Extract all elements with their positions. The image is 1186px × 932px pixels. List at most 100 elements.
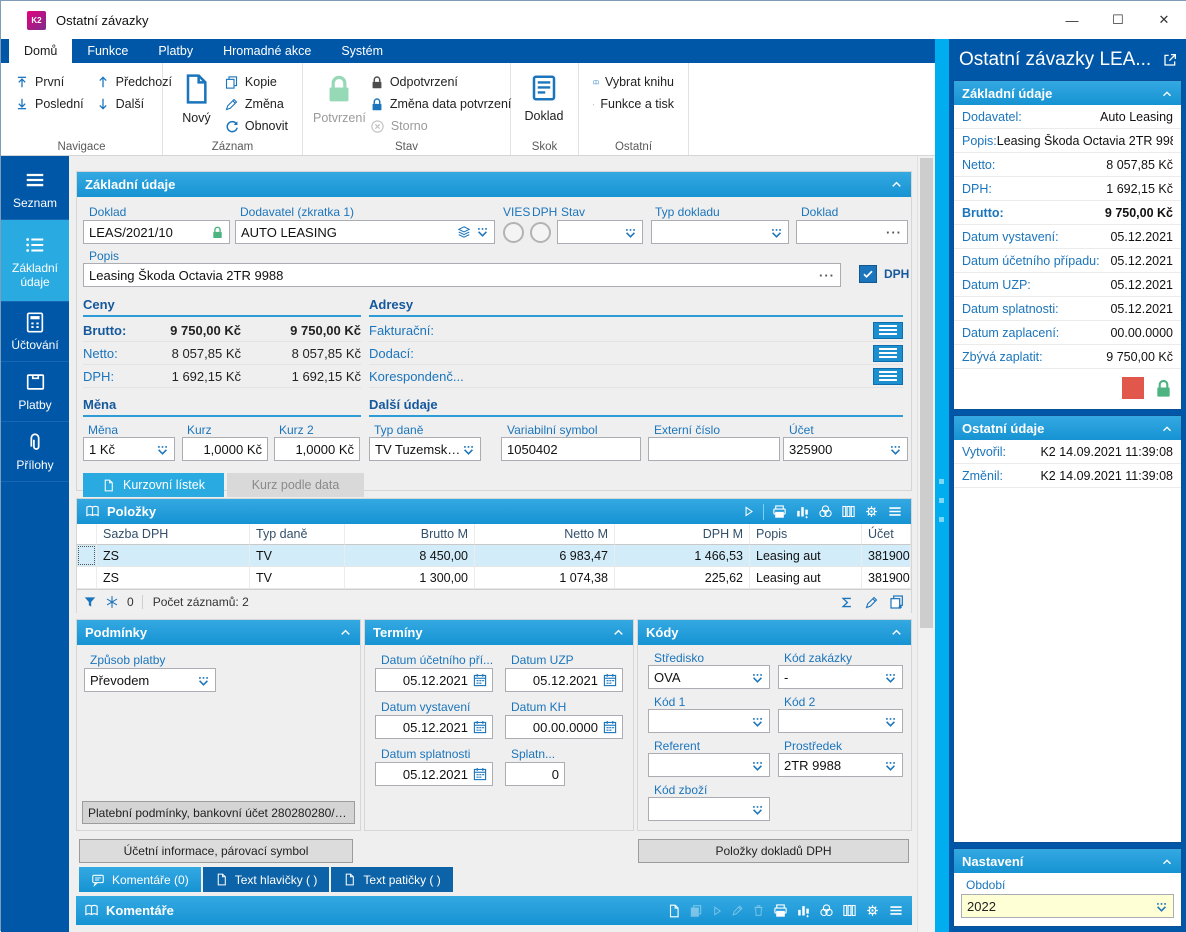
collapse-section-button[interactable] <box>890 626 903 639</box>
collapse-section-button[interactable] <box>612 626 625 639</box>
new-record-button[interactable]: Nový <box>173 71 220 137</box>
collapse-section-button[interactable] <box>339 626 352 639</box>
filter-icon[interactable] <box>83 595 97 609</box>
dph-checkbox[interactable] <box>859 265 877 283</box>
row-selector[interactable] <box>77 567 97 589</box>
popis-browse-button[interactable]: ··· <box>819 267 835 283</box>
ucet-dropdown[interactable]: 325900 <box>783 437 908 461</box>
next-record-button[interactable]: Další <box>92 93 176 115</box>
splatnost-field[interactable]: 0 <box>505 762 565 786</box>
scrollbar-thumb[interactable] <box>920 158 933 628</box>
gear-icon[interactable] <box>864 504 879 519</box>
trash-icon[interactable] <box>752 904 765 917</box>
storno-button[interactable]: Storno <box>366 115 516 137</box>
table-cell[interactable]: 6 983,47 <box>475 545 615 567</box>
snowflake-icon[interactable] <box>105 595 119 609</box>
printer-icon[interactable] <box>772 504 787 519</box>
kurzovni-listek-button[interactable]: Kurzovní lístek <box>83 473 224 497</box>
play-icon[interactable] <box>711 905 723 917</box>
ribbon-tab-system[interactable]: Systém <box>341 44 384 58</box>
copy-icon[interactable] <box>689 904 703 918</box>
first-record-button[interactable]: První <box>11 71 88 93</box>
platebni-podminky-info[interactable]: Platební podmínky, bankovní účet 2802802… <box>82 801 355 824</box>
referent-dropdown[interactable] <box>648 753 770 777</box>
address-menu-button[interactable] <box>873 367 903 385</box>
change-confirm-date-button[interactable]: Změna data potvrzení <box>366 93 516 115</box>
table-cell[interactable]: Leasing aut <box>750 545 862 567</box>
select-book-button[interactable]: Vybrat knihu <box>589 71 678 93</box>
minimize-button[interactable]: — <box>1065 12 1079 28</box>
col-sazba-dph[interactable]: Sazba DPH <box>97 524 250 545</box>
doklad-ref-field[interactable]: ··· <box>796 220 908 244</box>
sidebar-item-zakladni-udaje[interactable]: Základní údaje <box>1 219 69 303</box>
table-cell[interactable]: 381900 <box>862 545 911 567</box>
variabilni-symbol-field[interactable]: 1050402 <box>501 437 641 461</box>
kod-zakazky-dropdown[interactable]: - <box>778 665 903 689</box>
table-cell[interactable]: 1 300,00 <box>345 567 475 589</box>
venn-icon[interactable] <box>818 504 833 519</box>
col-typ-dane[interactable]: Typ daně <box>250 524 345 545</box>
last-record-button[interactable]: Poslední <box>11 93 88 115</box>
external-link-icon[interactable] <box>1162 52 1178 68</box>
stav-dropdown[interactable] <box>557 220 643 244</box>
col-popis[interactable]: Popis <box>750 524 862 545</box>
table-cell[interactable]: Leasing aut <box>750 567 862 589</box>
kurz-podle-data-button[interactable]: Kurz podle data <box>227 473 364 497</box>
refresh-record-button[interactable]: Obnovit <box>220 115 292 137</box>
stredisko-dropdown[interactable]: OVA <box>648 665 770 689</box>
columns-icon[interactable] <box>841 504 856 519</box>
dodavatel-field[interactable]: AUTO LEASING <box>235 220 495 244</box>
kod1-dropdown[interactable] <box>648 709 770 733</box>
datum-vystaveni-field[interactable]: 05.12.2021 <box>375 715 493 739</box>
ribbon-tab-hromadne-akce[interactable]: Hromadné akce <box>223 44 312 58</box>
sum-icon[interactable] <box>839 595 854 610</box>
columns-icon[interactable] <box>842 903 857 918</box>
mena-dropdown[interactable]: 1 Kč <box>83 437 175 461</box>
chart-icon[interactable] <box>796 903 811 918</box>
doklad-field[interactable]: LEAS/2021/10 <box>83 220 230 244</box>
calendar-icon[interactable] <box>603 673 617 687</box>
new-document-icon[interactable] <box>667 904 681 918</box>
table-cell[interactable]: TV <box>250 567 345 589</box>
tab-komentare[interactable]: Komentáře (0) <box>79 867 203 892</box>
kod2-dropdown[interactable] <box>778 709 903 733</box>
obdobi-dropdown[interactable]: 2022 <box>961 894 1174 918</box>
printer-icon[interactable] <box>773 903 788 918</box>
gear-icon[interactable] <box>865 903 880 918</box>
calendar-icon[interactable] <box>473 767 487 781</box>
datum-uzp-field[interactable]: 05.12.2021 <box>505 668 623 692</box>
address-menu-button[interactable] <box>873 321 903 339</box>
venn-icon[interactable] <box>819 903 834 918</box>
ribbon-tab-funkce[interactable]: Funkce <box>87 44 129 58</box>
collapse-section-button[interactable] <box>890 178 903 191</box>
collapse-card-button[interactable] <box>1161 421 1173 436</box>
collapse-card-button[interactable] <box>1161 854 1173 869</box>
table-cell[interactable]: ZS <box>97 545 250 567</box>
confirm-button[interactable]: Potvrzení <box>313 71 366 137</box>
unconfirm-button[interactable]: Odpotvrzení <box>366 71 516 93</box>
menu-icon[interactable] <box>888 903 904 918</box>
col-ucet[interactable]: Účet <box>862 524 911 545</box>
ribbon-tab-domu[interactable]: Domů <box>9 39 73 63</box>
calendar-icon[interactable] <box>603 720 617 734</box>
browse-button[interactable]: ··· <box>886 224 902 240</box>
table-cell[interactable]: 1 074,38 <box>475 567 615 589</box>
col-netto-m[interactable]: Netto M <box>475 524 615 545</box>
close-button[interactable]: ✕ <box>1158 12 1170 27</box>
row-selector[interactable] <box>77 545 97 567</box>
datum-splatnosti-field[interactable]: 05.12.2021 <box>375 762 493 786</box>
table-cell[interactable]: TV <box>250 545 345 567</box>
document-jump-button[interactable]: Doklad <box>521 71 567 123</box>
table-cell[interactable]: 1 466,53 <box>615 545 750 567</box>
polozky-dph-button[interactable]: Položky dokladů DPH <box>638 839 909 863</box>
panel-splitter[interactable] <box>935 39 949 932</box>
maximize-button[interactable]: ☐ <box>1112 12 1124 27</box>
sidebar-item-uctovani[interactable]: Účtování <box>1 302 69 363</box>
play-icon[interactable] <box>742 505 755 518</box>
calendar-icon[interactable] <box>473 673 487 687</box>
table-cell[interactable]: 225,62 <box>615 567 750 589</box>
functions-print-button[interactable]: Funkce a tisk <box>589 93 678 115</box>
menu-icon[interactable] <box>887 504 903 519</box>
address-menu-button[interactable] <box>873 344 903 362</box>
sidebar-item-platby[interactable]: Platby <box>1 362 69 422</box>
